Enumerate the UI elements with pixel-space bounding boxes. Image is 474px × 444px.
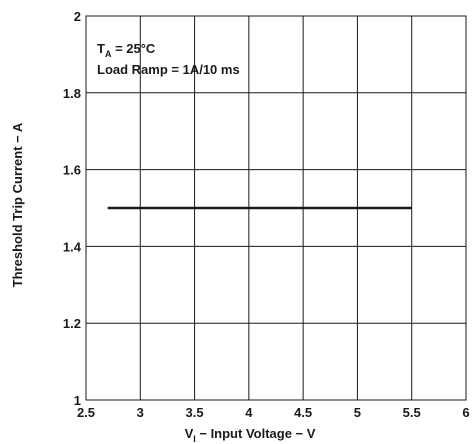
x-tick-label: 5 bbox=[354, 405, 361, 420]
x-tick-label: 4.5 bbox=[294, 405, 312, 420]
x-tick-label: 3 bbox=[137, 405, 144, 420]
annotation-load-ramp: Load Ramp = 1A/10 ms bbox=[97, 62, 240, 77]
annotation-temperature: TA = 25°C bbox=[97, 41, 156, 59]
x-tick-label: 3.5 bbox=[186, 405, 204, 420]
y-axis-ticks: 1 1.2 1.4 1.6 1.8 2 bbox=[63, 9, 82, 408]
x-tick-label: 2.5 bbox=[77, 405, 95, 420]
x-axis-label: VI − Input Voltage − V bbox=[185, 426, 316, 444]
x-tick-label: 4 bbox=[245, 405, 253, 420]
plot-frame bbox=[85, 15, 467, 401]
y-tick-label: 1 bbox=[74, 393, 81, 408]
y-axis-label: Threshold Trip Current − A bbox=[10, 122, 25, 287]
y-tick-label: 1.2 bbox=[63, 316, 81, 331]
x-axis-ticks: 2.5 3 3.5 4 4.5 5 5.5 6 bbox=[77, 405, 470, 420]
y-tick-label: 1.6 bbox=[63, 163, 81, 178]
y-tick-label: 2 bbox=[74, 9, 81, 24]
x-tick-label: 5.5 bbox=[403, 405, 421, 420]
y-tick-label: 1.8 bbox=[63, 86, 81, 101]
x-tick-label: 6 bbox=[462, 405, 469, 420]
y-tick-label: 1.4 bbox=[63, 239, 82, 254]
